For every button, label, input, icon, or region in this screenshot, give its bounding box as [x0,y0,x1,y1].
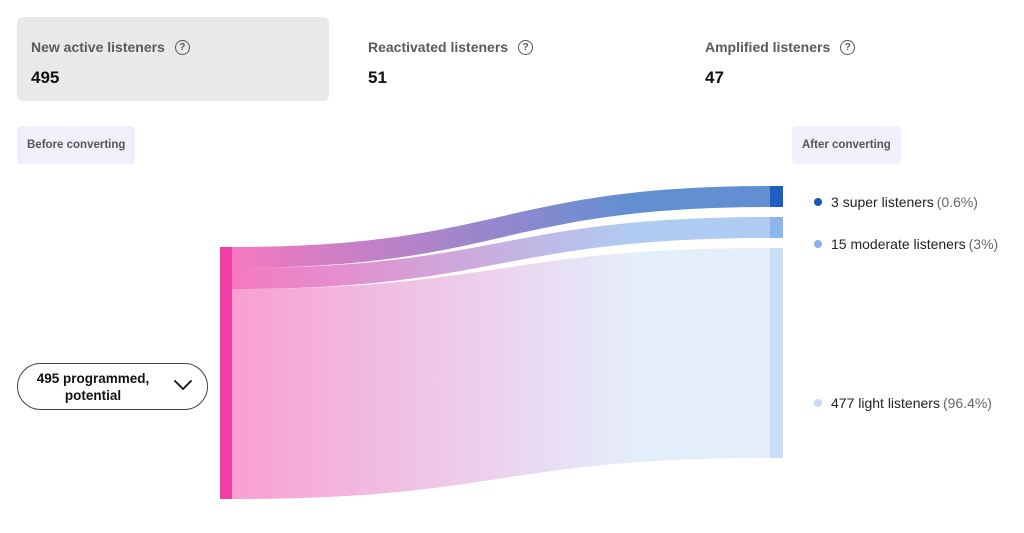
stat-value: 495 [31,68,60,87]
stat-card-reactivated[interactable]: Reactivated listeners ? 51 [354,17,666,101]
chevron-down-icon [174,380,192,390]
before-converting-tag: Before converting [17,126,136,164]
stat-card-amplified[interactable]: Amplified listeners ? 47 [691,17,1003,101]
sankey-nodes [220,186,783,499]
legend-dot [814,240,822,248]
flow-band-super-listeners [232,186,770,268]
after-converting-tag: After converting [792,126,901,164]
legend-name: moderate listeners [850,236,966,252]
source-segment-label: 495 programmed, potential [36,370,150,403]
stat-label: Amplified listeners [705,39,831,55]
source-node [220,247,232,499]
help-icon[interactable]: ? [840,39,856,55]
help-icon[interactable]: ? [174,39,190,55]
sankey-links [232,186,770,499]
legend-percent: (96.4%) [942,395,992,411]
legend-count: 3 [831,194,839,210]
target-node-moderate-listeners [770,217,783,238]
legend-percent: (0.6%) [936,194,978,210]
legend-dot [814,198,822,206]
target-node-super-listeners [770,186,783,207]
legend-count: 15 [831,236,847,252]
legend-item-moderate: 15 moderate listeners (3%) [814,236,998,252]
legend-dot [814,399,822,407]
source-segment-dropdown[interactable]: 495 programmed, potential [17,363,208,410]
legend-name: super listeners [842,194,934,210]
stat-label: Reactivated listeners [368,39,509,55]
target-node-light-listeners [770,248,783,458]
stat-value: 47 [705,68,724,87]
legend-percent: (3%) [968,236,999,252]
stat-card-new-active[interactable]: New active listeners ? 495 [17,17,329,101]
stat-value: 51 [368,68,387,87]
legend-count: 477 [831,395,855,411]
flow-band-moderate-listeners [232,217,770,289]
legend-item-light: 477 light listeners (96.4%) [814,395,992,411]
help-icon[interactable]: ? [518,39,534,55]
legend-item-super: 3 super listeners (0.6%) [814,194,978,210]
legend-name: light listeners [858,395,940,411]
flow-band-light-listeners [232,248,770,499]
stat-label: New active listeners [31,39,165,55]
